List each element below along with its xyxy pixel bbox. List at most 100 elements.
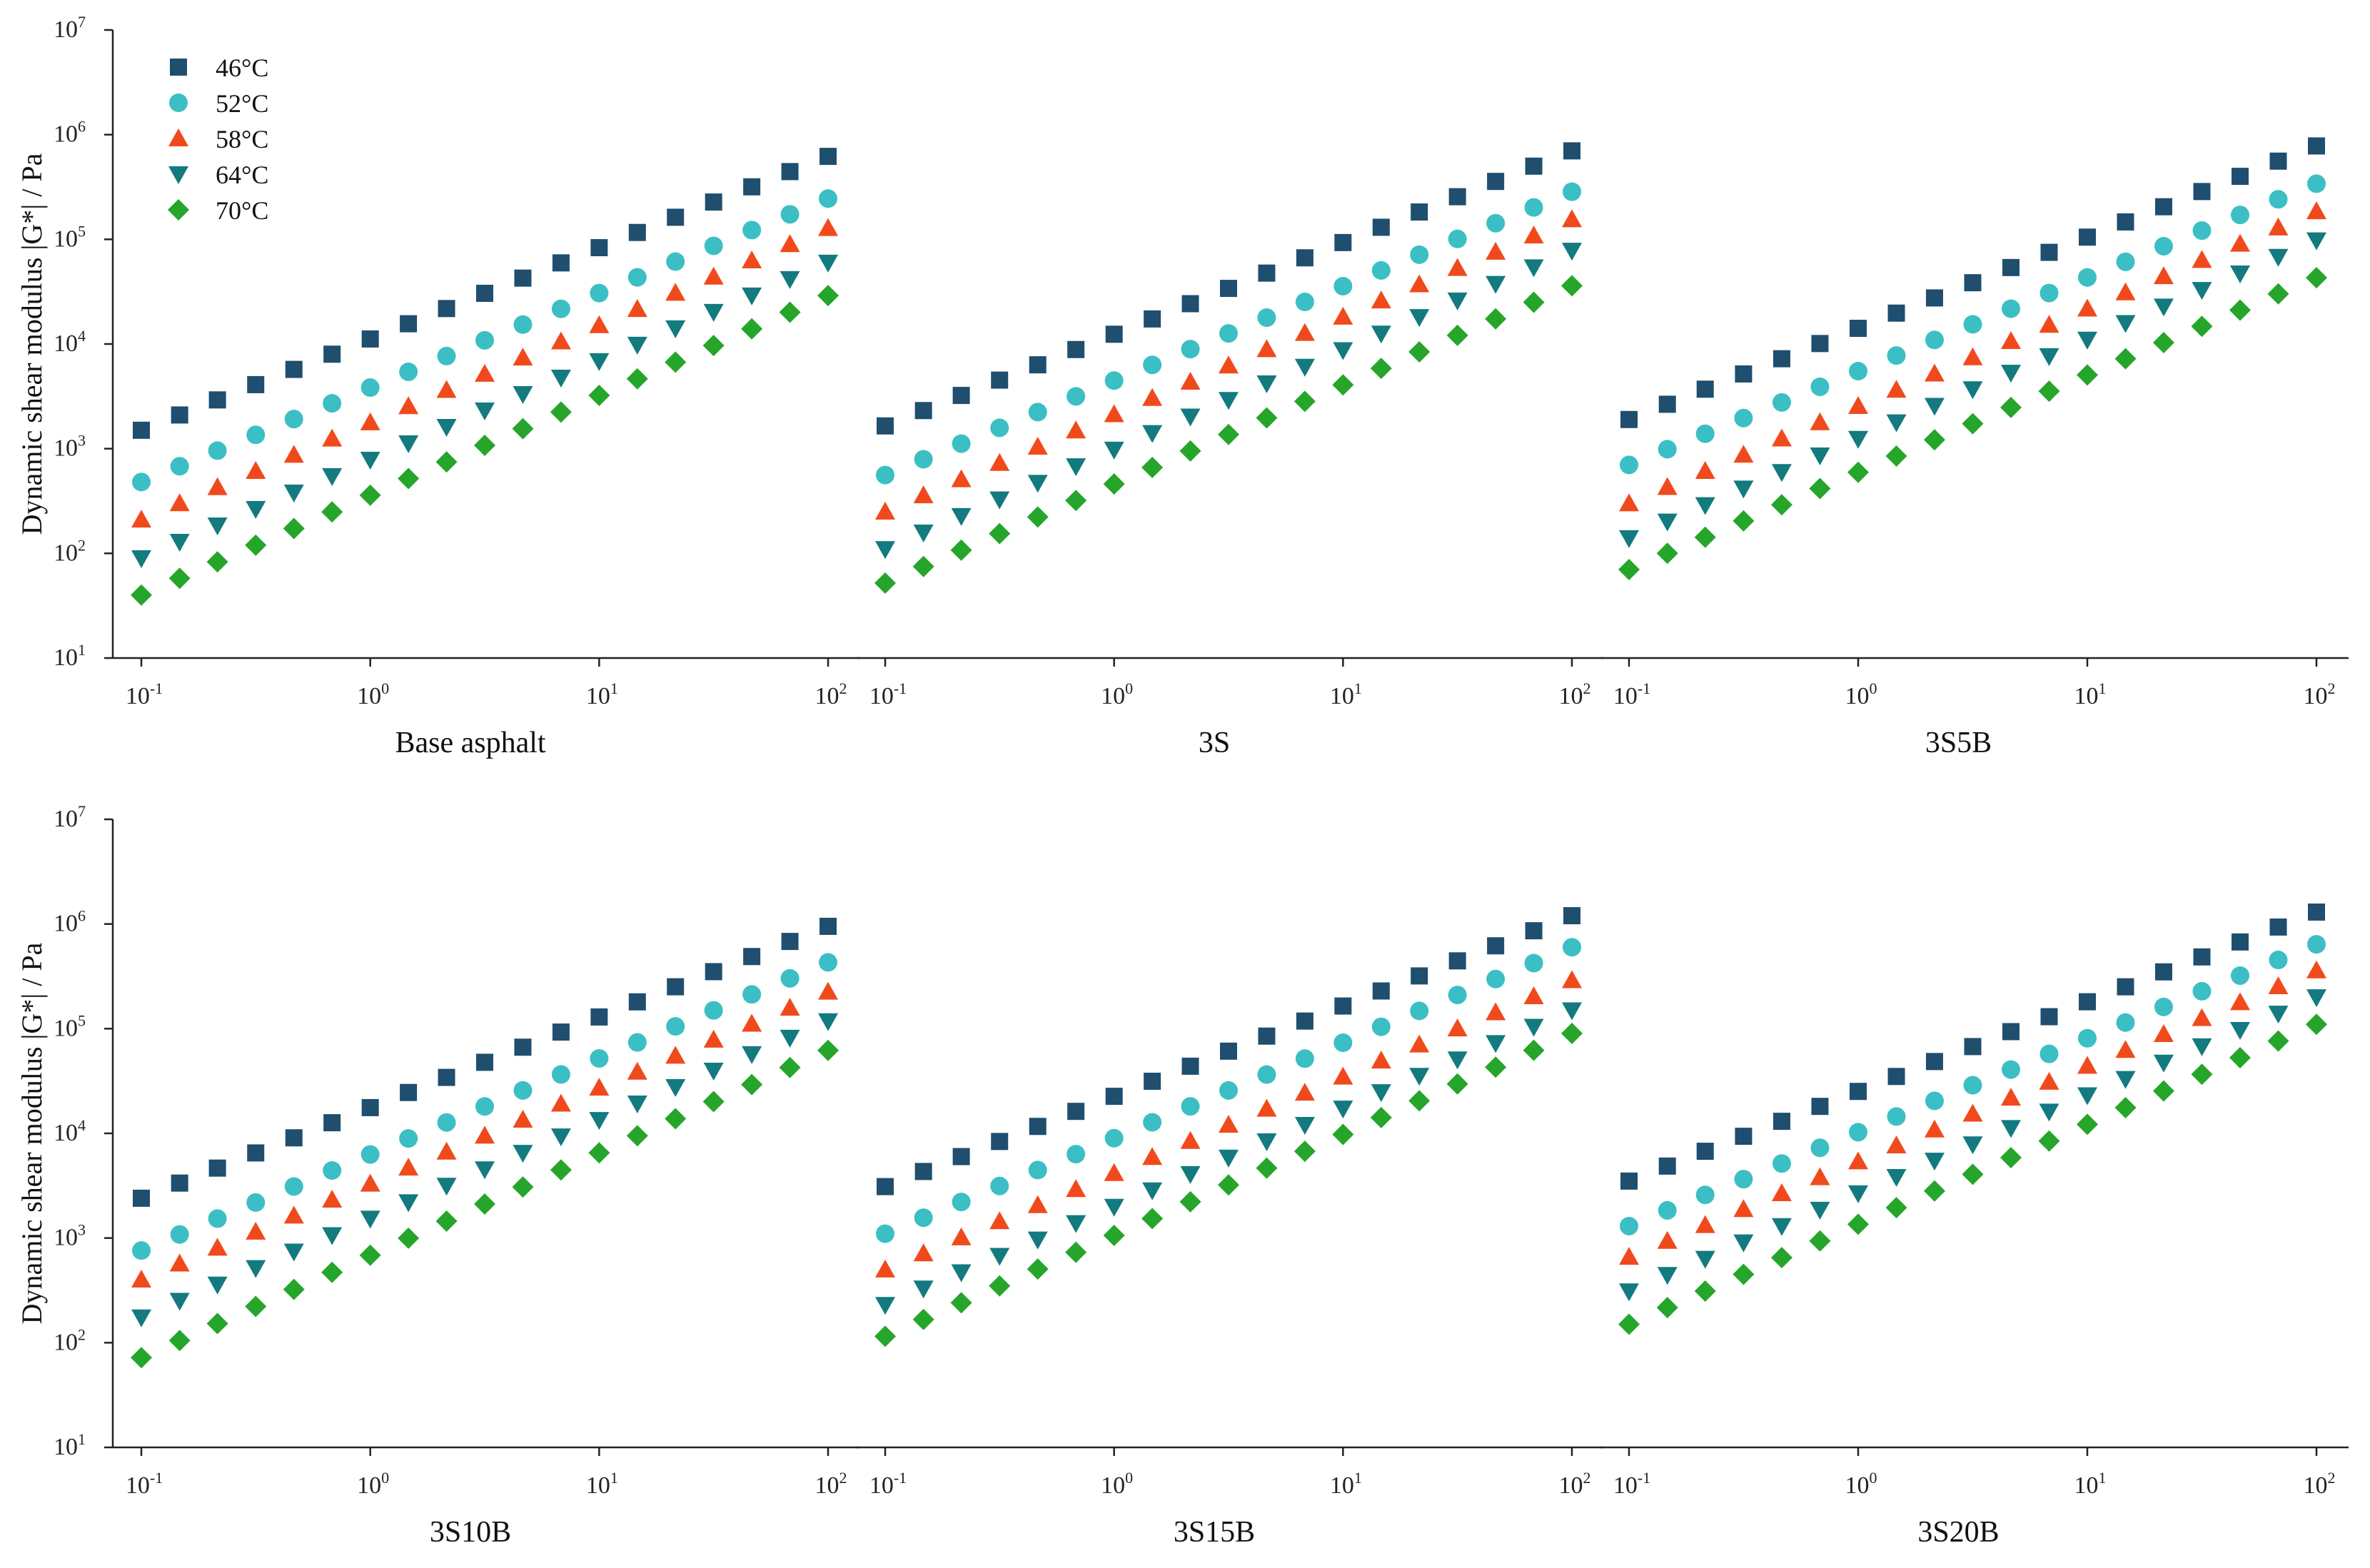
data-point — [627, 1061, 647, 1080]
data-point — [323, 1161, 342, 1180]
data-point — [1848, 1151, 1868, 1170]
data-point — [360, 1210, 380, 1229]
x-tick-label-base: 10 — [1845, 1472, 1870, 1499]
data-point — [2306, 960, 2326, 978]
x-tick-label: 10-1 — [869, 1469, 907, 1499]
data-point — [2000, 1147, 2022, 1169]
data-point — [590, 1008, 608, 1026]
data-point — [2307, 174, 2326, 193]
data-point — [703, 303, 724, 322]
y-tick-label: 101 — [54, 641, 86, 671]
data-point — [475, 284, 493, 302]
data-point — [1065, 490, 1087, 512]
x-tick-label: 102 — [1559, 1469, 1591, 1499]
y-tick-label-base: 10 — [54, 644, 78, 671]
data-point — [1925, 289, 1943, 307]
data-point — [1411, 967, 1428, 985]
x-tick-label-exponent: -1 — [894, 1469, 907, 1487]
data-point — [589, 1078, 610, 1096]
data-point — [1256, 375, 1277, 393]
data-point — [818, 218, 838, 236]
data-point — [1695, 424, 1715, 443]
data-point — [1886, 1169, 1907, 1188]
data-point — [1027, 506, 1049, 528]
data-point — [2267, 1030, 2289, 1052]
data-point — [912, 1308, 934, 1330]
data-point — [283, 1205, 304, 1224]
data-point — [1657, 1267, 1678, 1285]
data-point — [2230, 233, 2251, 252]
data-point — [398, 435, 419, 453]
legend-marker — [169, 93, 188, 112]
data-point — [665, 1108, 687, 1130]
x-tick-label: 102 — [1559, 679, 1591, 709]
data-point — [1295, 293, 1314, 312]
y-tick-label-exponent: 4 — [78, 327, 86, 345]
x-tick-label-exponent: -1 — [1638, 679, 1650, 697]
data-point — [742, 250, 762, 268]
data-point — [552, 254, 570, 272]
data-point — [1408, 1090, 1431, 1112]
data-point — [951, 469, 972, 487]
data-point — [989, 491, 1010, 510]
data-point — [1887, 304, 1905, 322]
data-point — [2077, 298, 2097, 317]
x-tick-label-exponent: 1 — [1354, 679, 1362, 697]
series-triangle-up — [1619, 201, 2326, 512]
y-tick-label: 107 — [54, 802, 86, 832]
x-tick-label-exponent: 2 — [1583, 1469, 1591, 1487]
data-point — [742, 287, 762, 305]
data-point — [2039, 315, 2059, 333]
legend-label: 58°C — [216, 125, 268, 153]
data-point — [1695, 1250, 1715, 1269]
y-tick-label: 103 — [54, 432, 86, 462]
data-point — [628, 223, 646, 241]
data-point — [1733, 480, 1754, 499]
x-tick-label: 100 — [357, 1469, 389, 1499]
data-point — [1181, 340, 1200, 359]
x-tick-label: 100 — [1101, 679, 1133, 709]
data-point — [742, 985, 762, 1004]
data-point — [1733, 1234, 1754, 1253]
data-point — [1104, 441, 1124, 460]
data-point — [1658, 440, 1677, 459]
data-point — [1217, 1174, 1239, 1196]
data-point — [2154, 963, 2172, 981]
y-tick-label-exponent: 5 — [78, 222, 86, 240]
data-point — [169, 493, 190, 512]
data-point — [1408, 340, 1431, 363]
data-point — [1334, 233, 1352, 251]
data-point — [875, 541, 895, 560]
x-tick-label-base: 10 — [1101, 1472, 1125, 1499]
data-point — [1773, 1113, 1790, 1131]
data-point — [2079, 993, 2096, 1011]
data-point — [627, 1096, 647, 1114]
x-tick-label-exponent: 0 — [381, 1469, 389, 1487]
data-point — [876, 1224, 894, 1243]
x-tick-label: 101 — [2074, 1469, 2107, 1499]
data-point — [991, 1133, 1009, 1150]
data-point — [1067, 1103, 1085, 1121]
data-point — [1410, 1001, 1429, 1021]
data-point — [1563, 142, 1580, 160]
data-point — [2116, 252, 2135, 271]
x-tick-label-base: 10 — [357, 1472, 381, 1499]
series-diamond — [131, 1039, 839, 1369]
x-tick-label-base: 10 — [2074, 1472, 2099, 1499]
data-point — [1619, 493, 1639, 512]
x-tick-label-exponent: -1 — [894, 679, 907, 697]
data-point — [207, 517, 228, 536]
data-point — [1027, 1258, 1049, 1280]
data-point — [283, 517, 305, 540]
data-point — [2002, 1060, 2021, 1079]
data-point — [171, 406, 188, 424]
data-point — [552, 1023, 570, 1041]
data-point — [551, 299, 570, 318]
data-point — [1620, 1216, 1638, 1235]
data-point — [1810, 1201, 1830, 1220]
data-point — [435, 1210, 458, 1232]
data-point — [1809, 477, 1831, 500]
y-tick-label: 105 — [54, 1011, 86, 1041]
data-point — [512, 418, 534, 440]
data-point — [245, 534, 267, 556]
